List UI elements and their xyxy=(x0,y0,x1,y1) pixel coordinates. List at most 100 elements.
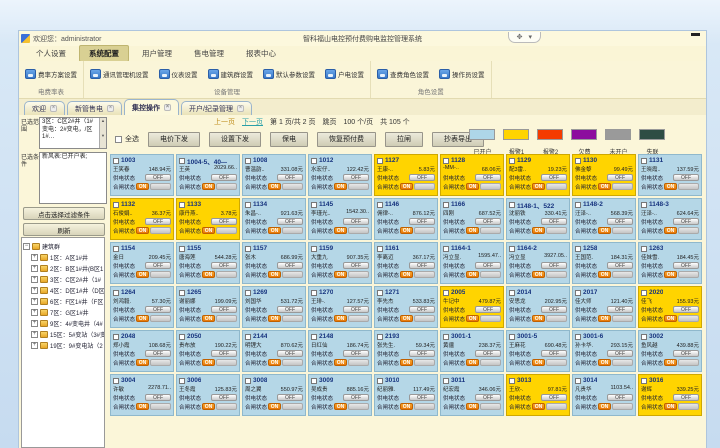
ribbon-button[interactable]: 查费角色设置 xyxy=(375,63,431,85)
expand-icon[interactable]: + xyxy=(31,309,38,316)
collapse-icon[interactable]: − xyxy=(23,243,30,250)
breaker-on-button[interactable]: ON xyxy=(136,359,150,366)
room-card[interactable]: 1008 曹温韵.. 331.08元 供电状态 OFF 合闸状态 ON xyxy=(242,154,306,196)
breaker-on-button[interactable]: ON xyxy=(202,227,216,234)
tree-item-7[interactable]: +9区：4#变电井（4# xyxy=(23,319,103,328)
toolbar-button-2[interactable]: 设置下发 xyxy=(209,131,261,147)
room-checkbox[interactable] xyxy=(443,333,449,340)
supply-off-button[interactable]: OFF xyxy=(607,394,633,401)
tree-item-9[interactable]: +19区：9#变电站（2 xyxy=(23,341,103,350)
room-checkbox[interactable] xyxy=(575,201,581,208)
supply-off-button[interactable]: OFF xyxy=(343,306,369,313)
room-card[interactable]: 1003 王笑春 148.94元 供电状态 OFF 合闸状态 ON xyxy=(110,154,174,196)
supply-off-button[interactable]: OFF xyxy=(541,306,567,313)
room-checkbox[interactable] xyxy=(179,333,185,340)
room-card[interactable]: 1130 佛金黎 99.49元 供电状态 OFF 合闸状态 ON xyxy=(572,154,636,196)
supply-off-button[interactable]: OFF xyxy=(145,262,171,269)
room-checkbox[interactable] xyxy=(113,245,119,252)
breaker-on-button[interactable]: ON xyxy=(334,359,348,366)
room-checkbox[interactable] xyxy=(113,289,119,296)
close-icon[interactable]: × xyxy=(164,104,171,111)
breaker-on-button[interactable]: ON xyxy=(466,271,480,278)
supply-off-button[interactable]: OFF xyxy=(277,394,303,401)
room-checkbox[interactable] xyxy=(113,157,119,164)
room-card[interactable]: 3014 凡贵华 1103.54.. 供电状态 OFF 合闸状态 ON xyxy=(572,374,636,416)
supply-off-button[interactable]: OFF xyxy=(475,218,501,225)
supply-off-button[interactable]: OFF xyxy=(409,394,435,401)
room-card[interactable]: 1132 石俊娟.. 36.37元 供电状态 OFF 合闸状态 ON xyxy=(110,198,174,240)
room-checkbox[interactable] xyxy=(641,201,647,208)
room-checkbox[interactable] xyxy=(311,201,317,208)
supply-off-button[interactable]: OFF xyxy=(343,174,369,181)
room-checkbox[interactable] xyxy=(377,201,383,208)
room-checkbox[interactable] xyxy=(509,377,515,384)
room-card[interactable]: 3010 纪丽雅. 117.49元 供电状态 OFF 合闸状态 ON xyxy=(374,374,438,416)
tab-1[interactable]: 欢迎 × xyxy=(24,101,65,115)
supply-off-button[interactable]: OFF xyxy=(211,218,237,225)
breaker-on-button[interactable]: ON xyxy=(268,359,282,366)
room-card[interactable]: 3002 鱼风越 439.88元 供电状态 OFF 合闸状态 ON xyxy=(638,330,702,372)
room-checkbox[interactable] xyxy=(179,377,185,384)
supply-off-button[interactable]: OFF xyxy=(607,218,633,225)
expand-icon[interactable]: + xyxy=(31,342,38,349)
supply-off-button[interactable]: OFF xyxy=(541,394,567,401)
room-card[interactable]: 1146 佣律-.. 876.12元 供电状态 OFF 合闸状态 ON xyxy=(374,198,438,240)
room-card[interactable]: 1012 水宏仔.. 122.42元 供电状态 OFF 合闸状态 ON xyxy=(308,154,372,196)
room-card[interactable]: 2148 日红仙 186.74元 供电状态 OFF 合闸状态 ON xyxy=(308,330,372,372)
tab-3[interactable]: 集控操作 × xyxy=(124,99,179,115)
supply-off-button[interactable]: OFF xyxy=(607,174,633,181)
room-card[interactable]: 1133 康丹燕.. 3.78元 供电状态 OFF 合闸状态 ON xyxy=(176,198,240,240)
tree-item-4[interactable]: +4区：D区1#井（D区 xyxy=(23,286,104,295)
supply-off-button[interactable]: OFF xyxy=(475,306,501,313)
breaker-on-button[interactable]: ON xyxy=(334,315,348,322)
jump-page-link[interactable]: 跳页 xyxy=(322,119,337,126)
room-card[interactable]: 2014 安思龙 202.95元 供电状态 OFF 合闸状态 ON xyxy=(506,286,570,328)
room-card[interactable]: 1166 四刚 687.52元 供电状态 OFF 合闸状态 ON xyxy=(440,198,504,240)
room-card[interactable]: 1164-1 冯立显. 1595.47.. 供电状态 OFF 合闸状态 ON xyxy=(440,242,504,284)
supply-off-button[interactable]: OFF xyxy=(673,306,699,313)
toolbar-button-3[interactable]: 保电 xyxy=(270,131,308,147)
chevron-down-icon[interactable]: ▾ xyxy=(528,34,532,41)
scrollbar[interactable]: ▲ ▼ xyxy=(99,118,106,148)
room-card[interactable]: 2050 贵布放 190.22元 供电状态 OFF 合闸状态 ON xyxy=(176,330,240,372)
room-checkbox[interactable] xyxy=(575,289,581,296)
breaker-on-button[interactable]: ON xyxy=(268,227,282,234)
breaker-on-button[interactable]: ON xyxy=(466,359,480,366)
room-checkbox[interactable] xyxy=(641,157,647,164)
room-card[interactable]: 1154 金日 209.45元 供电状态 OFF 合闸状态 ON xyxy=(110,242,174,284)
breaker-on-button[interactable]: ON xyxy=(466,227,480,234)
room-checkbox[interactable] xyxy=(179,245,185,252)
tab-4[interactable]: 开户/纪录管理 × xyxy=(181,101,252,115)
room-card[interactable]: 1159 大重九 907.35元 供电状态 OFF 合闸状态 ON xyxy=(308,242,372,284)
supply-off-button[interactable]: OFF xyxy=(145,350,171,357)
supply-off-button[interactable]: OFF xyxy=(211,350,237,357)
supply-off-button[interactable]: OFF xyxy=(277,306,303,313)
room-card[interactable]: 3009 吴成贵 885.16元 供电状态 OFF 合闸状态 ON xyxy=(308,374,372,416)
move-icon[interactable]: ✥ xyxy=(516,34,523,41)
room-checkbox[interactable] xyxy=(245,289,251,296)
expand-icon[interactable]: + xyxy=(31,331,38,338)
ribbon-button[interactable]: 通讯管理机设置 xyxy=(88,63,151,85)
room-card[interactable]: 1145 李瑾光.. 1542.30.. 供电状态 OFF 合闸状态 ON xyxy=(308,198,372,240)
range-listbox[interactable]: 3区：C区2#井（1#变电：2#变电，/区1#… ▲ ▼ xyxy=(39,117,107,149)
supply-off-button[interactable]: OFF xyxy=(607,262,633,269)
room-checkbox[interactable] xyxy=(575,377,581,384)
breaker-on-button[interactable]: ON xyxy=(334,227,348,234)
refresh-button[interactable]: 刷新 xyxy=(23,223,105,236)
breaker-on-button[interactable]: ON xyxy=(598,359,612,366)
supply-off-button[interactable]: OFF xyxy=(145,174,171,181)
breaker-on-button[interactable]: ON xyxy=(202,271,216,278)
room-checkbox[interactable] xyxy=(641,245,647,252)
supply-off-button[interactable]: OFF xyxy=(607,306,633,313)
supply-off-button[interactable]: OFF xyxy=(475,394,501,401)
toolbar-button-5[interactable]: 拉闸 xyxy=(385,131,423,147)
supply-off-button[interactable]: OFF xyxy=(211,174,237,181)
room-card[interactable]: 2005 牛记中 479.87元 供电状态 OFF 合闸状态 ON xyxy=(440,286,504,328)
close-icon[interactable]: × xyxy=(236,105,244,112)
condition-box[interactable]: 新风表:已开户表; xyxy=(39,152,107,204)
ribbon-button[interactable]: 建筑群设置 xyxy=(206,63,256,85)
supply-off-button[interactable]: OFF xyxy=(277,262,303,269)
breaker-on-button[interactable]: ON xyxy=(532,403,546,410)
room-card[interactable]: 3004 许敏 2278.71.. 供电状态 OFF 合闸状态 ON xyxy=(110,374,174,416)
breaker-on-button[interactable]: ON xyxy=(664,403,678,410)
